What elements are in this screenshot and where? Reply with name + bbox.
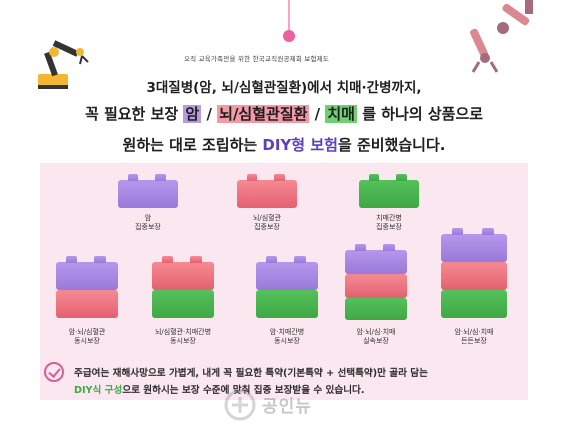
highlight-dementia: 치매 xyxy=(325,105,357,123)
headline-line2-suffix: 를 하나의 상품으로 xyxy=(356,105,484,123)
label-line: 동시보장 xyxy=(74,337,100,345)
combo-label-1: 암·뇌/심혈관 동시보장 xyxy=(42,328,132,346)
header-note: 오직 교육가족만을 위한 한국교직원공제회 보험제도 xyxy=(184,55,330,63)
block-dementia xyxy=(359,174,419,208)
combo3-block-cancer xyxy=(256,256,318,290)
robot-arm-right-icon xyxy=(470,0,533,73)
combo3-block-dementia xyxy=(256,290,318,318)
label-line: 암·치매간병 xyxy=(269,328,305,336)
footer-diy: DIY식 구성 xyxy=(74,385,123,396)
combo4-block-cancer xyxy=(345,244,407,274)
label-line: 암·뇌/심·치매 xyxy=(454,328,494,336)
watermark-text: 공인뉴 xyxy=(262,397,312,417)
watermark-logo-icon xyxy=(224,389,256,421)
top-decoration-line xyxy=(288,0,290,34)
robot-arm-left-icon xyxy=(38,40,89,89)
single-label-cardio: 뇌/심혈관 집중보장 xyxy=(222,214,312,232)
headline-line-3: 원하는 대로 조립하는 DIY형 보험을 준비했습니다. xyxy=(0,134,568,155)
headline-sep-1: / xyxy=(201,105,218,123)
headline-sep-2: / xyxy=(309,105,326,123)
label-line: 암 xyxy=(144,214,152,222)
headline-line3-suffix: 을 준비했습니다. xyxy=(337,136,446,154)
combo-label-3: 암·치매간병 동시보장 xyxy=(242,328,332,346)
combo5-block-cancer xyxy=(441,228,507,262)
label-line: 집중보장 xyxy=(376,223,402,231)
footer-line-1: 주급여는 재해사망으로 가볍게, 내게 꼭 필요한 특약(기본특약 + 선택특약… xyxy=(74,368,428,379)
headline-line3-prefix: 원하는 대로 조립하는 xyxy=(122,136,263,154)
combo5-block-cardio xyxy=(441,262,507,290)
top-decoration-dot xyxy=(283,30,295,42)
label-line: 실속보장 xyxy=(363,337,389,345)
single-label-cancer: 암 집중보장 xyxy=(103,214,193,232)
label-line: 든든보장 xyxy=(461,337,487,345)
label-line: 집중보장 xyxy=(254,223,280,231)
footer-line2-rest: 으로 원하시는 보장 수준에 맞춰 집중 보장받을 수 있습니다. xyxy=(122,385,365,396)
check-circle-icon xyxy=(44,362,64,382)
label-line: 암·뇌/심·치매 xyxy=(356,328,396,336)
combo4-block-dementia xyxy=(345,298,407,320)
label-line: 집중보장 xyxy=(135,223,161,231)
highlight-cardio: 뇌/심혈관질환 xyxy=(217,105,310,123)
label-line: 동시보장 xyxy=(274,337,300,345)
highlight-diy: DIY형 보험 xyxy=(262,136,338,154)
headline-line-1: 3대질병(암, 뇌/심혈관질환)에서 치매·간병까지, xyxy=(146,80,422,96)
footer-line-2: DIY식 구성으로 원하시는 보장 수준에 맞춰 집중 보장받을 수 있습니다. xyxy=(74,382,365,396)
combo-label-2: 뇌/심혈관·치매간병 동시보장 xyxy=(138,328,228,346)
label-line: 뇌/심혈관·치매간병 xyxy=(154,328,212,336)
headline-line2-prefix: 꼭 필요한 보장 xyxy=(84,105,184,123)
combo4-block-cardio xyxy=(345,274,407,298)
block-cardio xyxy=(237,174,297,208)
highlight-cancer: 암 xyxy=(183,105,202,123)
combo-label-4: 암·뇌/심·치매 실속보장 xyxy=(331,328,421,346)
label-line: 치매간병 xyxy=(376,214,402,222)
block-cancer xyxy=(118,174,178,208)
label-line: 암·뇌/심혈관 xyxy=(68,328,106,336)
combo5-block-dementia xyxy=(441,290,507,318)
label-line: 뇌/심혈관 xyxy=(252,214,282,222)
combo2-block-dementia xyxy=(152,290,214,318)
combo1-block-cancer xyxy=(56,256,118,290)
combo1-block-cardio xyxy=(56,290,118,318)
combo2-block-cardio xyxy=(152,256,214,290)
label-line: 동시보장 xyxy=(170,337,196,345)
headline-line-2: 꼭 필요한 보장 암 / 뇌/심혈관질환 / 치매 를 하나의 상품으로 xyxy=(0,103,568,124)
single-label-dementia: 치매간병 집중보장 xyxy=(344,214,434,232)
combo-label-5: 암·뇌/심·치매 든든보장 xyxy=(429,328,519,346)
